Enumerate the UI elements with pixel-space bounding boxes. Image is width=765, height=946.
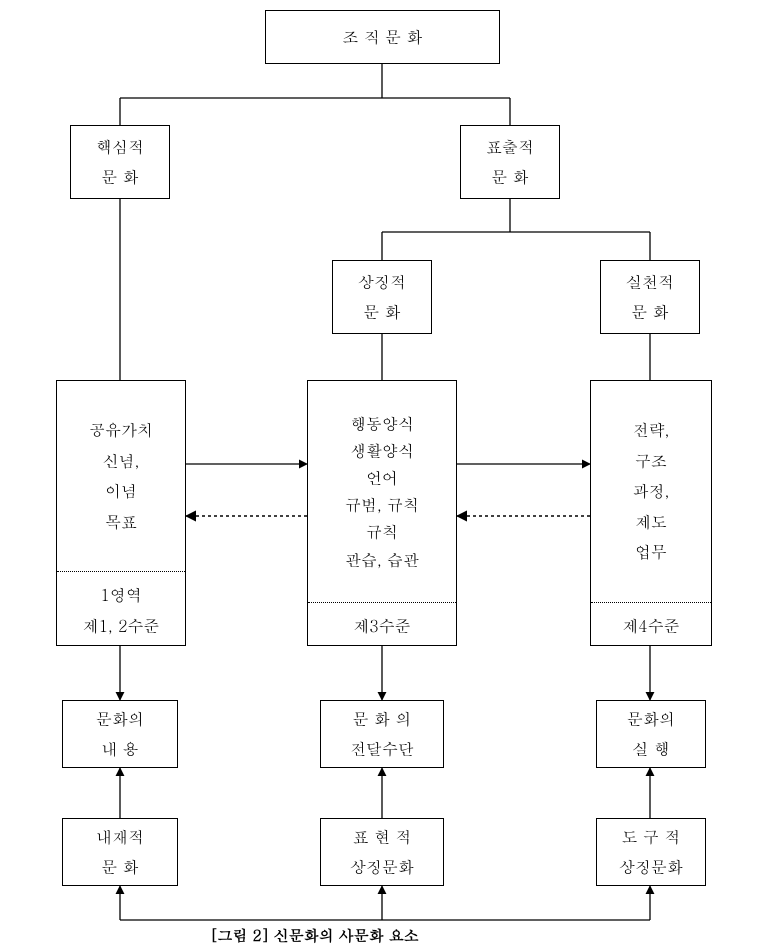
node-big3: 전략, 구조 과정, 제도 업무 제4수준 [590,380,712,646]
node-root-label: 조 직 문 화 [343,22,423,52]
node-big2-bottom: 제3수준 [308,602,456,645]
node-mid2-label: 문 화 의 전달수단 [350,704,414,765]
caption: [그림 2] 신문화의 사문화 요소 [210,925,419,946]
node-big2-top: 행동양식 생활양식 언어 규범, 규칙 규칙 관습, 습관 [308,381,456,602]
node-bot1: 내재적 문 화 [62,818,178,886]
node-mid3: 문화의 실 행 [596,700,706,768]
node-symbolic-label: 상징적 문 화 [358,267,406,328]
node-core: 핵심적 문 화 [70,125,170,199]
node-symbolic: 상징적 문 화 [332,260,432,334]
node-big1-bottom: 1영역 제1, 2수준 [57,571,185,645]
node-mid3-label: 문화의 실 행 [627,704,675,765]
node-big3-bottom: 제4수준 [591,602,711,645]
node-bot3-label: 도 구 적 상징문화 [619,822,683,883]
node-express-label: 표출적 문 화 [486,132,534,193]
node-big1-top: 공유가치 신념, 이념 목표 [57,381,185,571]
node-root: 조 직 문 화 [265,10,500,64]
node-big3-top: 전략, 구조 과정, 제도 업무 [591,381,711,602]
node-practical: 실천적 문 화 [600,260,700,334]
node-core-label: 핵심적 문 화 [96,132,144,193]
node-big1: 공유가치 신념, 이념 목표 1영역 제1, 2수준 [56,380,186,646]
node-bot3: 도 구 적 상징문화 [596,818,706,886]
node-mid2: 문 화 의 전달수단 [320,700,444,768]
node-express: 표출적 문 화 [460,125,560,199]
node-mid1: 문화의 내 용 [62,700,178,768]
node-bot1-label: 내재적 문 화 [96,822,144,883]
node-bot2: 표 현 적 상징문화 [320,818,444,886]
node-big2: 행동양식 생활양식 언어 규범, 규칙 규칙 관습, 습관 제3수준 [307,380,457,646]
node-practical-label: 실천적 문 화 [626,267,674,328]
node-bot2-label: 표 현 적 상징문화 [350,822,414,883]
node-mid1-label: 문화의 내 용 [96,704,144,765]
